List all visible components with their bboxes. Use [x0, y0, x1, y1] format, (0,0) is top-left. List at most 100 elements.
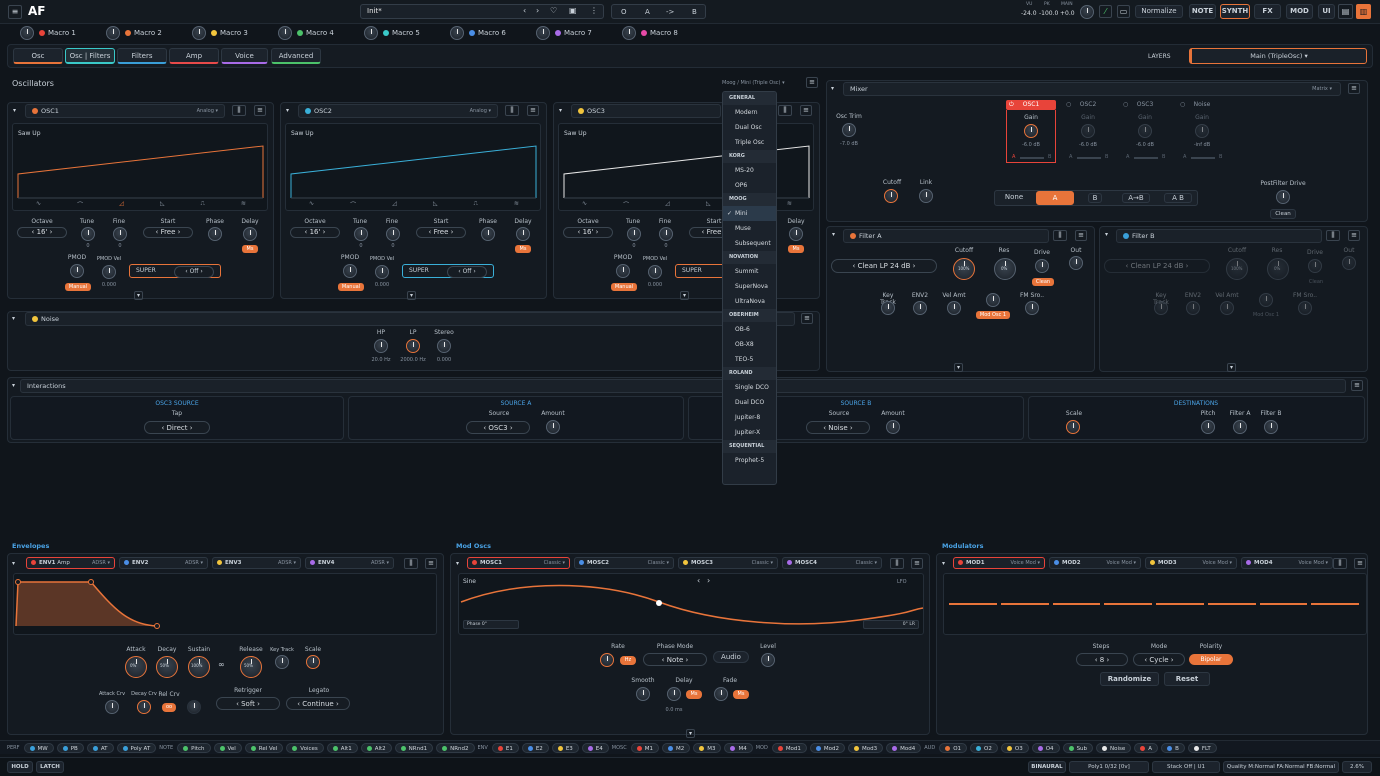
mod-source-chip[interactable]: O1 — [939, 743, 968, 753]
mod-step-bar[interactable] — [1052, 603, 1101, 605]
dropdown-item[interactable]: OB-X8 — [723, 337, 776, 352]
mixer-collapse-icon[interactable]: ▾ — [831, 85, 835, 92]
mosc-level-knob[interactable] — [761, 653, 775, 667]
mod-polarity-button[interactable]: Bipolar — [1189, 654, 1233, 665]
super-value-selector[interactable]: ‹ Off › — [174, 266, 214, 278]
env-tab[interactable]: ENV2 ADSR ▾ — [119, 557, 208, 569]
routing-b[interactable]: B — [1088, 193, 1102, 203]
stack-status[interactable]: Stack Off | U1 — [1152, 761, 1220, 773]
curve-icon[interactable]: ⁄ — [1099, 5, 1112, 18]
mod-tab-type[interactable]: Voice Mod ▾ — [1298, 560, 1328, 566]
dropdown-item[interactable]: OP6 — [723, 178, 776, 193]
env-retrigger-selector[interactable]: ‹ Soft › — [216, 697, 280, 710]
env-bars-icon[interactable]: ⫼ — [404, 558, 418, 569]
dest-filter-b-knob[interactable] — [1264, 420, 1278, 434]
wave-shape-icon[interactable]: ◿ — [119, 200, 124, 207]
mod-source-chip[interactable]: Noise — [1096, 743, 1132, 753]
mixer-gain-knob[interactable] — [1081, 124, 1095, 138]
tab-advanced[interactable]: Advanced — [271, 48, 321, 64]
mosc-tab[interactable]: MOSC4 Classic ▾ — [782, 557, 882, 569]
mod-tab[interactable]: MOD1 Voice Mod ▾ — [953, 557, 1045, 569]
mod-source-chip[interactable]: Mod3 — [848, 743, 884, 753]
radio-icon[interactable]: ○ — [1123, 101, 1129, 108]
mod-step-bar[interactable] — [1207, 603, 1256, 605]
routing-none[interactable]: None — [1004, 193, 1024, 201]
mode-note-button[interactable]: NOTE — [1189, 4, 1216, 19]
cutoff-link-knob[interactable] — [884, 189, 898, 203]
binaural-button[interactable]: BINAURAL — [1028, 761, 1066, 773]
env-tab-type[interactable]: ADSR ▾ — [277, 560, 296, 566]
dropdown-item[interactable]: Jupiter-8 — [723, 410, 776, 425]
mode-fx-button[interactable]: FX — [1254, 4, 1281, 19]
mixer-ab-slider[interactable] — [1134, 157, 1158, 159]
mixer-header[interactable]: Mixer Matrix ▾ — [843, 82, 1341, 96]
filter-cutoff-knob[interactable] — [953, 258, 975, 280]
osc-collapse-icon[interactable]: ▾ — [286, 107, 290, 114]
mod-step-bar[interactable] — [1156, 603, 1204, 605]
fine-knob[interactable] — [659, 227, 673, 241]
env-display[interactable] — [13, 573, 437, 635]
tune-knob[interactable] — [627, 227, 641, 241]
mosc-fade-unit[interactable]: Ms — [733, 690, 749, 699]
mod-menu-icon[interactable]: ≡ — [1354, 558, 1366, 569]
prev-preset-icon[interactable]: ‹ — [523, 6, 527, 15]
radio-icon[interactable]: ○ — [1066, 101, 1072, 108]
mod-tab-type[interactable]: Voice Mod ▾ — [1106, 560, 1136, 566]
wave-bars-icon[interactable]: ⫼ — [778, 105, 792, 116]
interactions-collapse-icon[interactable]: ▾ — [12, 382, 16, 389]
latch-button[interactable]: LATCH — [36, 761, 64, 773]
mosc-delay-unit[interactable]: Ms — [686, 690, 702, 699]
macro-8[interactable]: Macro 8 — [622, 25, 702, 41]
postfilter-drive-knob[interactable] — [1276, 190, 1290, 204]
env-tab[interactable]: ENV4 ADSR ▾ — [305, 557, 394, 569]
delay-knob[interactable] — [789, 227, 803, 241]
dropdown-item[interactable]: UltraNova — [723, 294, 776, 309]
wave-shape-icon[interactable]: ∿ — [309, 200, 315, 207]
pmod-vel-knob[interactable] — [102, 265, 116, 279]
mode-synth-button[interactable]: SYNTH — [1220, 4, 1250, 19]
env-keytrack-knob[interactable] — [275, 655, 289, 669]
mosc-tab-type[interactable]: Classic ▾ — [543, 560, 565, 566]
super-box[interactable]: SUPER ‹ Off › — [129, 264, 221, 278]
mod-source-chip[interactable]: FLT — [1187, 743, 1217, 753]
env-scale-knob[interactable] — [306, 655, 320, 669]
mod-step-bar[interactable] — [1311, 603, 1359, 605]
mosc-display[interactable]: Sine ‹ › LFO Phase 0° 0° LR — [458, 573, 924, 635]
mosc-bars-icon[interactable]: ⫼ — [890, 558, 904, 569]
ab-a[interactable]: A — [645, 8, 650, 16]
mixer-ab-slider[interactable] — [1020, 157, 1044, 159]
mod-step-bar[interactable] — [949, 603, 997, 605]
macro-knob[interactable] — [622, 26, 636, 40]
master-volume-knob[interactable] — [1080, 5, 1094, 19]
osc-trim-knob[interactable] — [842, 123, 856, 137]
phase-knob[interactable] — [208, 227, 222, 241]
noise-hp-knob[interactable] — [374, 339, 388, 353]
mosc-phase-right-field[interactable]: 0° LR — [863, 620, 919, 629]
filter-bars-icon[interactable]: ⫼ — [1053, 230, 1067, 241]
mod-tab-type[interactable]: Voice Mod ▾ — [1010, 560, 1040, 566]
quality-status[interactable]: Quality M:Normal FA:Normal FB:Normal — [1223, 761, 1339, 773]
mod-source-chip[interactable]: Voices — [286, 743, 324, 753]
filter-fm-knob[interactable] — [986, 293, 1000, 307]
source-a-selector[interactable]: ‹ OSC3 › — [466, 421, 530, 434]
osc-header[interactable]: OSC2 Analog ▾ — [298, 104, 498, 118]
osc-header[interactable]: OSC3 — [571, 104, 721, 118]
mixer-menu-icon[interactable]: ≡ — [1348, 83, 1360, 94]
mod-tab[interactable]: MOD4 Voice Mod ▾ — [1241, 557, 1333, 569]
dropdown-item[interactable]: Jupiter-X — [723, 425, 776, 440]
dropdown-item[interactable]: Single DCO — [723, 380, 776, 395]
env-decay-crv-knob[interactable] — [137, 700, 151, 714]
link-knob[interactable] — [919, 189, 933, 203]
noise-collapse-icon[interactable]: ▾ — [12, 315, 16, 322]
mosc-delay-knob[interactable] — [667, 687, 681, 701]
filter-header[interactable]: Filter A — [843, 229, 1049, 243]
mode-mod-button[interactable]: MOD — [1286, 4, 1313, 19]
menu-icon[interactable]: ≡ — [8, 5, 22, 19]
mod-source-chip[interactable]: M3 — [693, 743, 722, 753]
layout-icon[interactable]: ▤ — [1338, 4, 1353, 19]
env-tab[interactable]: ENV3 ADSR ▾ — [212, 557, 301, 569]
delay-unit-button[interactable]: Ms — [515, 245, 531, 253]
heart-icon[interactable]: ♡ — [550, 6, 558, 15]
save-icon[interactable]: ▣ — [569, 6, 577, 15]
wave-shape-icon[interactable]: ⌒ — [77, 202, 84, 209]
